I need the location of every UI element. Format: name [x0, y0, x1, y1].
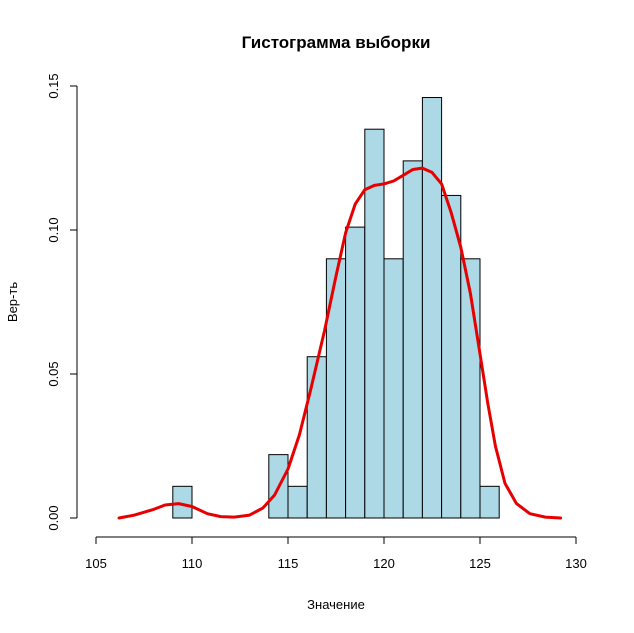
- x-tick-label: 125: [469, 556, 491, 571]
- y-axis-label: Вер-ть: [5, 282, 20, 322]
- x-tick-label: 105: [85, 556, 107, 571]
- y-tick-label: 0.00: [46, 505, 61, 530]
- x-tick-label: 110: [182, 556, 203, 571]
- density-curve-line: [117, 166, 563, 520]
- histogram-bar: [441, 194, 462, 519]
- histogram-bar: [172, 485, 193, 519]
- histogram-bar: [402, 160, 423, 519]
- x-tick-label: 130: [565, 556, 587, 571]
- x-tick-label: 115: [278, 556, 299, 571]
- y-tick-label: 0.05: [46, 361, 61, 386]
- histogram-bar: [287, 485, 308, 519]
- chart-title: Гистограмма выборки: [242, 33, 431, 52]
- x-axis-label: Значение: [307, 597, 365, 612]
- density-curve-layer: [117, 166, 563, 520]
- y-axis: 0.00 0.05 0.10 0.15: [46, 73, 78, 531]
- histogram-bar: [306, 356, 327, 519]
- y-tick-label: 0.10: [46, 217, 61, 242]
- x-tick-label: 120: [373, 556, 395, 571]
- histogram-bar: [345, 226, 366, 519]
- histogram-bar: [325, 258, 347, 519]
- y-tick-label: 0.15: [46, 73, 61, 98]
- histogram-bar: [479, 485, 500, 519]
- x-axis: 105 110 115 120 125 130: [85, 536, 587, 571]
- histogram-bar: [421, 97, 443, 519]
- bars-layer: [172, 97, 500, 519]
- histogram-bar: [383, 258, 404, 519]
